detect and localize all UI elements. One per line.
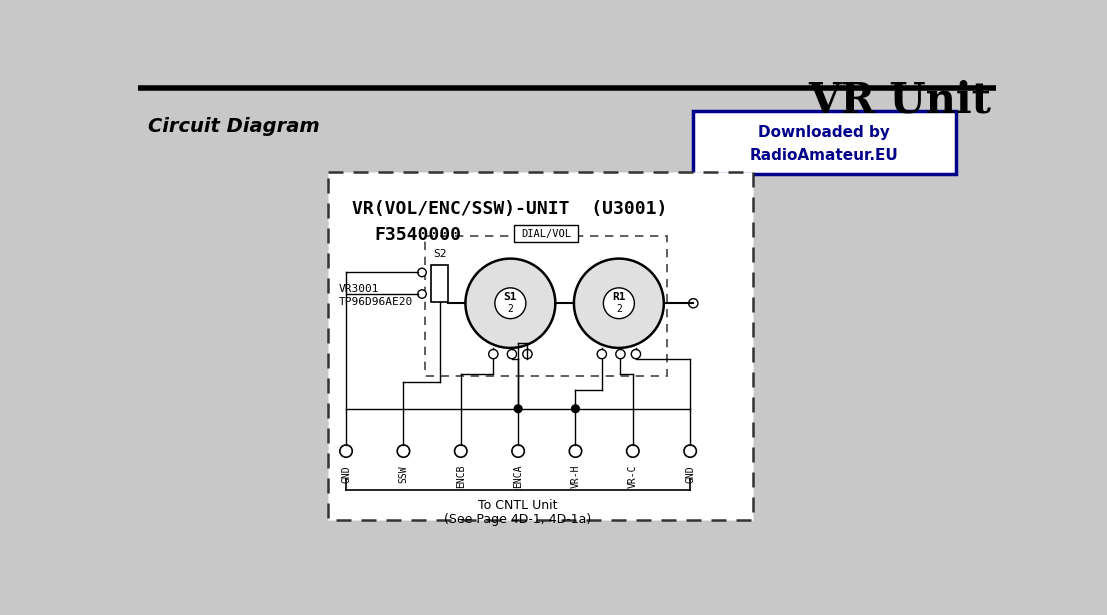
- Text: (See Page 4D-1, 4D-1a): (See Page 4D-1, 4D-1a): [445, 513, 592, 526]
- Text: VR-C: VR-C: [628, 465, 638, 488]
- Text: GND: GND: [685, 465, 695, 483]
- Circle shape: [417, 290, 426, 298]
- Circle shape: [631, 349, 641, 359]
- Bar: [425, 236, 666, 376]
- Circle shape: [573, 258, 664, 348]
- Circle shape: [340, 445, 352, 458]
- Circle shape: [511, 445, 525, 458]
- Circle shape: [397, 445, 410, 458]
- Text: DIAL/VOL: DIAL/VOL: [521, 229, 571, 239]
- Circle shape: [627, 445, 639, 458]
- Text: S1: S1: [504, 292, 517, 302]
- Circle shape: [569, 445, 581, 458]
- Text: VR-H: VR-H: [570, 465, 580, 488]
- Text: RadioAmateur.EU: RadioAmateur.EU: [749, 148, 899, 163]
- Circle shape: [495, 288, 526, 319]
- Circle shape: [455, 445, 467, 458]
- Text: VR3001: VR3001: [339, 284, 379, 295]
- Circle shape: [684, 445, 696, 458]
- Circle shape: [523, 349, 532, 359]
- Text: Circuit Diagram: Circuit Diagram: [147, 117, 320, 136]
- Circle shape: [615, 349, 625, 359]
- Circle shape: [603, 288, 634, 319]
- Bar: [693, 111, 956, 174]
- Text: TP96D96AE20: TP96D96AE20: [339, 296, 413, 307]
- Text: GND: GND: [341, 465, 351, 483]
- Text: S2: S2: [433, 248, 446, 258]
- Text: VR(VOL/ENC/SSW)-UNIT  (U3001): VR(VOL/ENC/SSW)-UNIT (U3001): [352, 200, 666, 218]
- Text: ENCA: ENCA: [514, 465, 524, 488]
- Text: To CNTL Unit: To CNTL Unit: [478, 499, 558, 512]
- Circle shape: [689, 299, 697, 308]
- Circle shape: [571, 405, 579, 413]
- Circle shape: [465, 258, 556, 348]
- Bar: [329, 172, 753, 520]
- Text: 2: 2: [507, 304, 514, 314]
- Text: Downloaded by: Downloaded by: [758, 125, 890, 140]
- Text: VR Unit: VR Unit: [808, 80, 991, 122]
- Circle shape: [488, 349, 498, 359]
- Text: F3540000: F3540000: [375, 226, 462, 245]
- Circle shape: [417, 268, 426, 277]
- Bar: [515, 226, 578, 242]
- Text: ENCB: ENCB: [456, 465, 466, 488]
- Text: SSW: SSW: [399, 465, 408, 483]
- Bar: [432, 265, 448, 302]
- Circle shape: [515, 405, 523, 413]
- Circle shape: [597, 349, 607, 359]
- Text: R1: R1: [612, 292, 625, 302]
- Text: 2: 2: [615, 304, 622, 314]
- Circle shape: [507, 349, 517, 359]
